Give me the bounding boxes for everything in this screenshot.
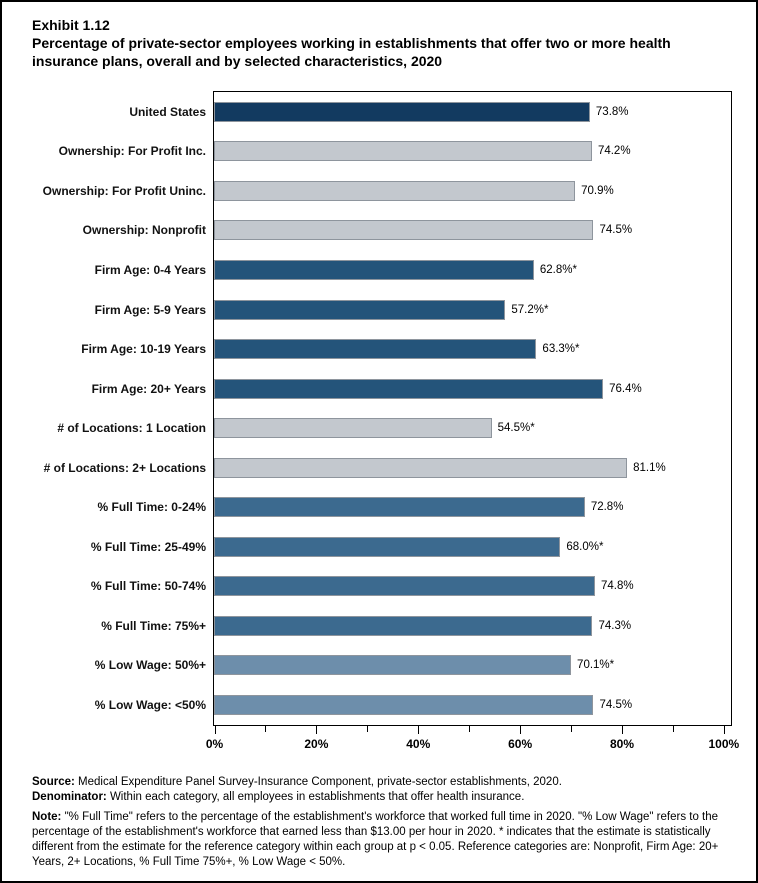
note-text: "% Full Time" refers to the percentage o… bbox=[32, 810, 719, 868]
x-axis-tick-label: 80% bbox=[609, 736, 634, 751]
category-label: Ownership: Nonprofit bbox=[82, 223, 206, 238]
x-axis-tick-label: 20% bbox=[304, 736, 329, 751]
category-label: Firm Age: 0-4 Years bbox=[94, 262, 206, 277]
bar-row: 73.8% bbox=[214, 92, 731, 132]
x-axis-tick bbox=[418, 725, 420, 734]
footnotes: Source: Medical Expenditure Panel Survey… bbox=[32, 775, 730, 870]
x-axis: 0% 20% 40% 60% 80% 100% bbox=[206, 725, 739, 768]
x-axis-tick-label: 60% bbox=[508, 736, 533, 751]
source-label: Source: bbox=[32, 775, 75, 788]
bar bbox=[214, 339, 537, 360]
value-label: 63.3%* bbox=[542, 343, 580, 356]
bar-chart: United States Ownership: For Profit Inc. O… bbox=[2, 91, 756, 726]
x-axis-minor-tick bbox=[367, 725, 369, 732]
value-label: 72.8% bbox=[590, 501, 624, 514]
category-label: Ownership: For Profit Inc. bbox=[58, 144, 206, 159]
x-axis-tick-label: 0% bbox=[205, 736, 224, 751]
bar-row: 74.5% bbox=[214, 685, 731, 725]
bar-row: 63.3%* bbox=[214, 329, 731, 369]
bar bbox=[214, 694, 594, 715]
value-label: 74.8% bbox=[601, 580, 634, 593]
value-label: 62.8%* bbox=[539, 263, 577, 276]
x-axis-tick bbox=[316, 725, 318, 734]
bar bbox=[214, 101, 590, 122]
bar-row: 62.8%* bbox=[214, 250, 731, 290]
x-axis-tick bbox=[214, 725, 216, 734]
value-label: 81.1% bbox=[633, 461, 666, 474]
bar-row: 76.4% bbox=[214, 369, 731, 409]
bar-row: 70.9% bbox=[214, 171, 731, 211]
bar bbox=[214, 536, 561, 557]
bar bbox=[214, 299, 506, 320]
bar bbox=[214, 457, 628, 478]
value-label: 57.2%* bbox=[511, 303, 549, 316]
bar bbox=[214, 418, 492, 439]
x-axis-minor-tick bbox=[571, 725, 573, 732]
denominator-text: Within each category, all employees in e… bbox=[106, 790, 525, 803]
bar-row: 68.0%* bbox=[214, 527, 731, 567]
x-axis-minor-tick bbox=[672, 725, 674, 732]
source-note: Source: Medical Expenditure Panel Survey… bbox=[32, 775, 730, 790]
bar bbox=[214, 180, 576, 201]
category-label: % Full Time: 75%+ bbox=[101, 618, 206, 633]
bar bbox=[214, 141, 592, 162]
value-label: 70.9% bbox=[581, 184, 614, 197]
denominator-label: Denominator: bbox=[32, 790, 107, 803]
header: Exhibit 1.12 Percentage of private-secto… bbox=[32, 16, 728, 70]
bar-row: 74.5% bbox=[214, 211, 731, 251]
category-label: % Full Time: 50-74% bbox=[90, 579, 206, 594]
bar-row: 72.8% bbox=[214, 487, 731, 527]
value-label: 74.5% bbox=[599, 224, 633, 237]
bar bbox=[214, 655, 572, 676]
category-label: Ownership: For Profit Uninc. bbox=[42, 183, 206, 198]
value-label: 76.4% bbox=[609, 382, 642, 395]
x-axis-tick bbox=[520, 725, 522, 734]
category-label: Firm Age: 20+ Years bbox=[91, 381, 206, 396]
x-axis-tick-label: 100% bbox=[708, 736, 740, 751]
bar-row: 70.1%* bbox=[214, 646, 731, 686]
category-label: # of Locations: 1 Location bbox=[57, 421, 206, 436]
note: Note: "% Full Time" refers to the percen… bbox=[32, 810, 730, 870]
value-label: 54.5%* bbox=[497, 422, 535, 435]
category-label: Firm Age: 5-9 Years bbox=[94, 302, 206, 317]
bar-row: 74.3% bbox=[214, 606, 731, 646]
value-label: 74.5% bbox=[599, 698, 633, 711]
bar-row: 74.8% bbox=[214, 567, 731, 607]
bar-row: 57.2%* bbox=[214, 290, 731, 330]
category-label: # of Locations: 2+ Locations bbox=[43, 460, 206, 475]
note-label: Note: bbox=[32, 810, 62, 823]
page-title: Percentage of private-sector employees w… bbox=[32, 35, 671, 69]
value-label: 68.0%* bbox=[566, 540, 604, 553]
plot-area: 73.8% 74.2% 70.9% 74.5% 62.8%* 57.2%* 63.3%* 76… bbox=[213, 91, 732, 726]
value-label: 73.8% bbox=[595, 105, 629, 118]
bar-row: 74.2% bbox=[214, 132, 731, 172]
category-label: % Full Time: 25-49% bbox=[90, 539, 206, 554]
category-label: % Low Wage: <50% bbox=[94, 697, 206, 712]
value-label: 74.3% bbox=[598, 619, 632, 632]
x-axis-tick-label: 40% bbox=[406, 736, 431, 751]
bar bbox=[214, 497, 585, 518]
bar bbox=[214, 615, 593, 636]
bar-row: 54.5%* bbox=[214, 408, 731, 448]
bar bbox=[214, 220, 594, 241]
category-label: Firm Age: 10-19 Years bbox=[81, 342, 206, 357]
category-label: United States bbox=[129, 104, 206, 119]
category-label: % Full Time: 0-24% bbox=[97, 500, 206, 515]
x-axis-minor-tick bbox=[265, 725, 267, 732]
x-axis-tick bbox=[723, 725, 725, 734]
x-axis-tick bbox=[621, 725, 623, 734]
value-label: 74.2% bbox=[597, 145, 631, 158]
category-label: % Low Wage: 50%+ bbox=[94, 658, 206, 673]
source-text: Medical Expenditure Panel Survey-Insuran… bbox=[74, 775, 562, 788]
category-labels: United States Ownership: For Profit Inc. O… bbox=[2, 91, 213, 726]
denominator-note: Denominator: Within each category, all e… bbox=[32, 790, 730, 805]
exhibit-label: Exhibit 1.12 bbox=[32, 17, 110, 33]
bar bbox=[214, 259, 534, 280]
bar bbox=[214, 576, 595, 597]
bar bbox=[214, 378, 604, 399]
value-label: 70.1%* bbox=[577, 659, 615, 672]
x-axis-minor-tick bbox=[469, 725, 471, 732]
bar-row: 81.1% bbox=[214, 448, 731, 488]
